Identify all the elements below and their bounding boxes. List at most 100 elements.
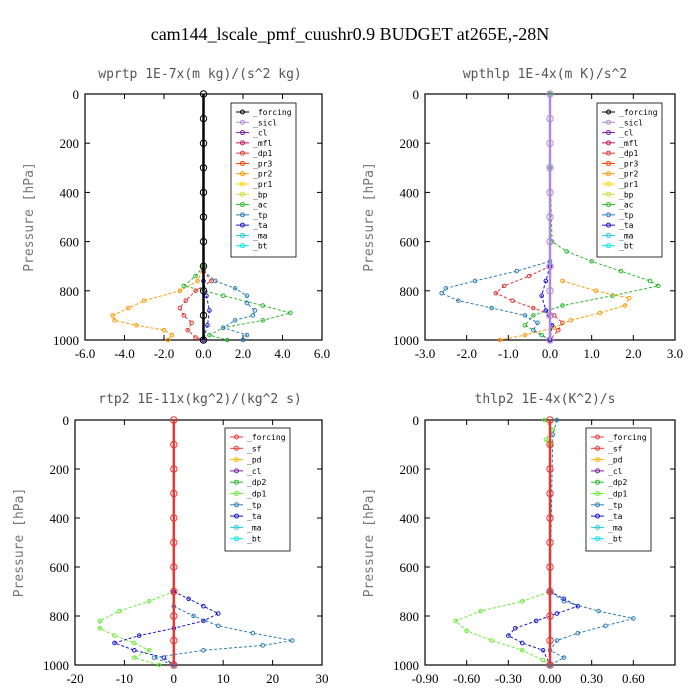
legend-marker	[234, 468, 239, 474]
legend-marker	[234, 479, 239, 485]
data-point	[183, 298, 189, 303]
data-point	[250, 630, 256, 636]
y-tick-label: 200	[400, 136, 420, 151]
data-point	[215, 623, 221, 629]
legend-marker	[240, 202, 245, 208]
data-point	[546, 489, 554, 498]
data-point	[169, 332, 175, 338]
x-tick-label: -2.0	[456, 346, 477, 361]
panel-4: thlp2 1E-4x(K^2)/s Pressure [hPa] -0.90 -0.…	[362, 392, 676, 686]
data-point	[531, 305, 536, 311]
data-point	[156, 662, 162, 668]
data-point	[531, 327, 536, 333]
x-tick-label: 3.0	[667, 346, 683, 361]
data-point	[546, 416, 554, 424]
data-point	[589, 258, 594, 264]
series-line-ta	[112, 591, 220, 666]
data-point	[546, 164, 554, 172]
series-line-ta	[541, 266, 553, 341]
legend-entry: _ma	[253, 231, 268, 240]
legend-entry: _ac	[619, 201, 634, 210]
legend-marker	[595, 524, 600, 530]
legend-entry: _forcing	[253, 108, 292, 117]
data-point	[201, 618, 206, 624]
data-point	[205, 322, 210, 328]
data-point	[546, 139, 554, 147]
panel-3: rtp2 1E-11x(kg^2)/(kg^2 s) Pressure [hPa]…	[12, 392, 329, 686]
data-point	[510, 298, 515, 303]
data-point	[519, 648, 525, 653]
legend-entry: _cl	[608, 467, 623, 476]
data-point	[575, 630, 581, 636]
data-point	[181, 313, 187, 318]
data-point	[170, 416, 178, 424]
panel-title: wpthlp 1E-4x(m K)/s^2	[463, 67, 627, 82]
legend-marker	[234, 524, 239, 530]
data-point	[177, 305, 183, 311]
data-point	[193, 335, 198, 340]
data-point	[519, 640, 525, 646]
data-point	[564, 249, 569, 254]
data-point	[453, 618, 458, 624]
data-point	[170, 538, 178, 547]
legend-marker	[234, 445, 239, 451]
x-tick-label: -10	[116, 671, 133, 686]
data-point	[290, 638, 295, 643]
series-line-ta	[203, 280, 210, 341]
legend-entry: _mfl	[253, 139, 272, 148]
data-point	[546, 188, 554, 197]
y-tick-label: 400	[50, 511, 70, 526]
data-point	[593, 288, 599, 294]
data-point	[631, 616, 636, 621]
legend-marker	[595, 434, 600, 440]
data-point	[191, 613, 196, 619]
data-point	[514, 268, 519, 274]
data-point	[540, 648, 546, 653]
data-point	[181, 283, 187, 289]
data-point	[596, 608, 601, 614]
legend-entry: _ac	[253, 201, 268, 210]
legend-marker	[240, 232, 245, 238]
data-point	[489, 638, 494, 643]
legend-entry: _bp	[253, 190, 268, 199]
data-point	[519, 599, 525, 604]
data-point	[526, 273, 532, 279]
legend-marker	[606, 130, 611, 136]
data-point	[170, 465, 178, 473]
y-tick-label: 800	[50, 609, 70, 624]
series-line-tp	[203, 270, 256, 341]
x-tick-label: 10	[217, 671, 230, 686]
data-point	[535, 320, 540, 326]
legend-marker	[234, 457, 239, 463]
data-point	[199, 237, 208, 246]
series-line-tp	[153, 605, 293, 666]
legend-marker	[234, 513, 239, 519]
data-point	[146, 648, 152, 653]
data-point	[199, 90, 208, 98]
data-point	[546, 90, 554, 98]
data-point	[546, 563, 554, 571]
data-point	[522, 313, 528, 318]
series-line-dp1	[494, 265, 564, 341]
data-point	[201, 648, 206, 653]
legend-entry: _forcing	[247, 433, 286, 442]
data-point	[193, 273, 198, 279]
series-line-dp1	[99, 591, 174, 666]
data-point	[97, 625, 102, 631]
data-point	[97, 618, 102, 624]
panel-1: wprtp 1E-7x(m kg)/(s^2 kg) Pressure [hPa]…	[22, 67, 330, 361]
legend-marker	[606, 119, 611, 125]
legend-entry: _tp	[619, 211, 634, 220]
legend-entry: _pr3	[619, 159, 638, 168]
data-point	[170, 489, 178, 498]
legend-entry: _dp1	[253, 149, 272, 158]
data-point	[232, 318, 238, 323]
legend-entry: _ta	[253, 221, 268, 230]
data-point	[546, 213, 554, 221]
legend-entry: _bt	[253, 242, 268, 251]
data-point	[554, 417, 560, 423]
legend-marker	[606, 222, 611, 228]
legend-marker	[606, 140, 611, 146]
data-point	[250, 313, 256, 318]
y-axis-label: Pressure [hPa]	[362, 162, 377, 272]
